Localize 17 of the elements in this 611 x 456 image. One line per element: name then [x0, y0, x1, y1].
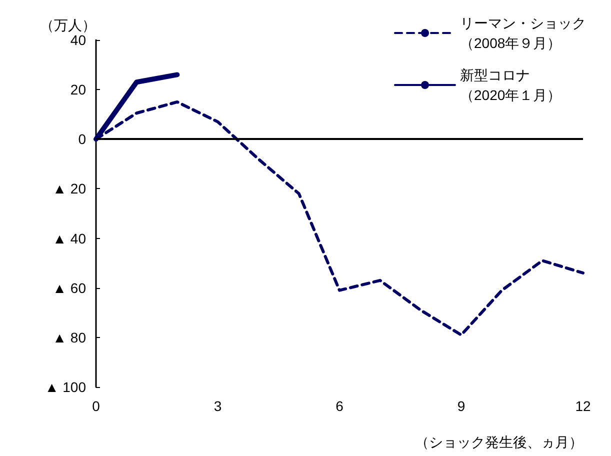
x-tick-label: 3 — [214, 398, 222, 414]
y-tick-label: ▲ 60 — [52, 280, 86, 296]
y-tick-label: ▲ 100 — [44, 379, 86, 395]
y-tick-label: ▲ 80 — [52, 329, 86, 346]
legend-label: 新型コロナ（2020年１月） — [460, 67, 562, 103]
x-tick-label: 9 — [457, 398, 466, 414]
y-tick-label: ▲ 20 — [52, 180, 86, 197]
x-axis-title: （ショック発生後、ヵ月） — [415, 434, 583, 450]
y-tick-label: 40 — [70, 32, 86, 48]
x-tick-label: 6 — [336, 398, 344, 414]
y-tick-label: ▲ 40 — [52, 230, 86, 246]
y-tick-label: 20 — [70, 82, 86, 98]
x-tick-label: 0 — [92, 398, 100, 414]
y-tick-label: 0 — [78, 131, 86, 148]
x-tick-label: 12 — [575, 398, 591, 414]
y-axis-title: （万人） — [40, 17, 96, 33]
legend-label: リーマン・ショック（2008年９月） — [460, 15, 586, 51]
